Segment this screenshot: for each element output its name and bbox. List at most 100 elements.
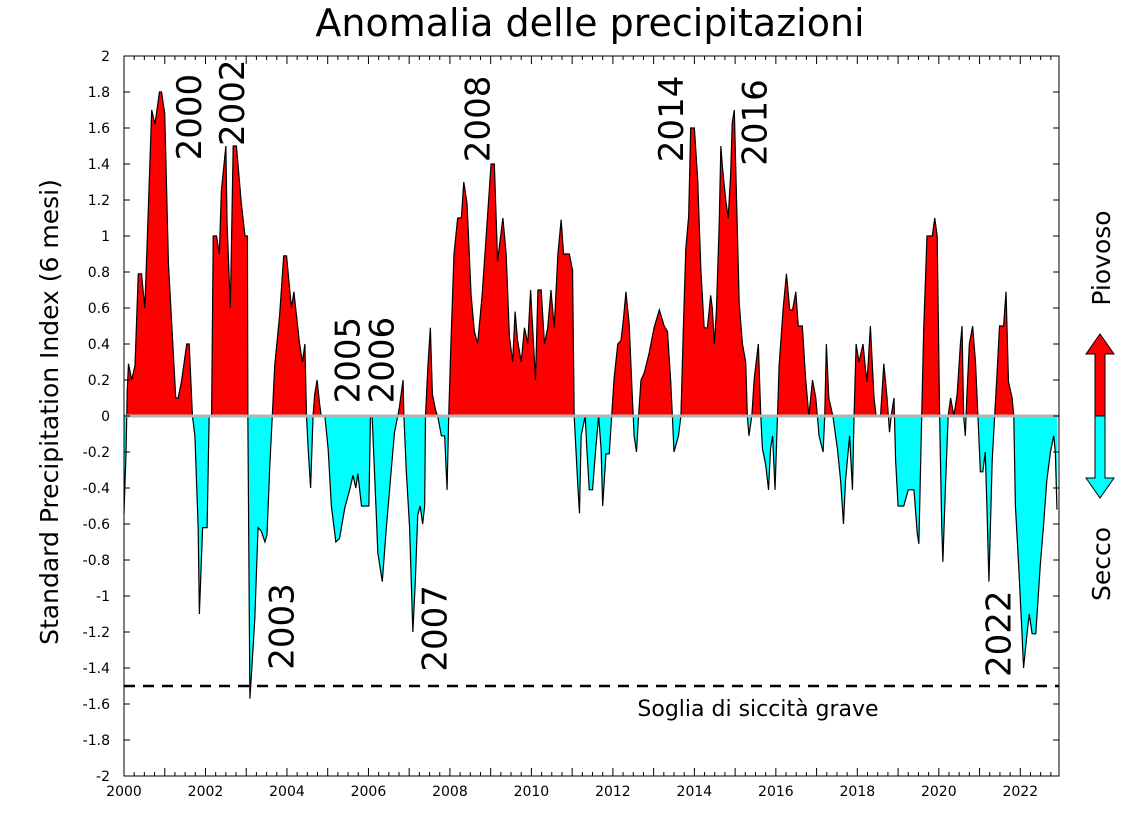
wet-area-segment: [283, 255, 287, 417]
year-annotation: 2008: [459, 76, 499, 163]
x-tick-label: 2022: [1002, 784, 1038, 800]
wet-area-segment: [175, 397, 179, 417]
year-annotation: 2005: [329, 317, 369, 404]
year-annotation: 2000: [170, 74, 210, 161]
plot-area: [123, 91, 1059, 699]
dry-area-segment: [1026, 415, 1030, 636]
x-tick-label: 2006: [351, 784, 387, 800]
y-tick-label: -1.2: [83, 625, 110, 641]
arrow-down-icon: [1085, 415, 1115, 499]
wet-area-segment: [466, 203, 472, 417]
year-annotation: 2003: [263, 583, 303, 670]
y-tick-label: 2: [101, 49, 110, 65]
y-tick-label: 0.4: [88, 337, 110, 353]
wet-area-segment: [186, 343, 190, 417]
dry-area-segment: [260, 415, 266, 543]
wet-area-segment: [663, 324, 668, 417]
y-tick-label: -0.2: [83, 445, 110, 461]
x-tick-label: 2018: [840, 784, 876, 800]
y-tick-label: 0.2: [88, 373, 110, 389]
wet-area-segment: [553, 253, 559, 417]
dry-area-segment: [818, 415, 824, 453]
wet-area-segment: [216, 235, 220, 417]
wet-area-segment: [497, 217, 504, 417]
dry-label: Secco: [1087, 527, 1116, 601]
wet-area-segment: [690, 127, 695, 417]
year-annotation: 2007: [415, 585, 455, 672]
wet-area-segment: [926, 235, 933, 417]
dry-area-segment: [257, 415, 262, 532]
wet-area-segment: [999, 325, 1004, 417]
y-tick-label: -1.6: [83, 697, 110, 713]
wet-area-segment: [789, 309, 793, 417]
x-tick-label: 2014: [677, 784, 713, 800]
dry-area-segment: [1023, 415, 1028, 669]
side-legend: Piovoso Secco: [1085, 210, 1116, 601]
wet-area-segment: [137, 273, 142, 417]
threshold-label: Soglia di siccità grave: [637, 697, 878, 722]
y-axis-label: Standard Precipitation Index (6 mesi): [35, 179, 64, 645]
dry-area-segment: [907, 415, 915, 491]
x-tick-label: 2002: [188, 784, 224, 800]
wet-area-segment: [154, 91, 160, 417]
wet-area-segment: [151, 109, 156, 417]
dry-area-segment: [673, 415, 679, 453]
dry-area-segment: [1031, 415, 1037, 635]
arrow-up-icon: [1085, 333, 1115, 417]
spi-line: [123, 91, 1058, 699]
year-annotation: 2016: [735, 79, 775, 166]
wet-area-segment: [490, 163, 495, 417]
wet-area-segment: [703, 327, 708, 417]
wet-area-segment: [274, 315, 280, 417]
x-tick-label: 2020: [921, 784, 957, 800]
y-tick-label: -0.6: [83, 517, 110, 533]
wet-area-segment: [146, 109, 153, 417]
x-tick-label: 2012: [595, 784, 631, 800]
x-tick-label: 2004: [269, 784, 305, 800]
dry-area-segment: [264, 415, 268, 543]
wet-area-segment: [731, 109, 735, 417]
wet-area-segment: [232, 145, 237, 417]
dry-area-segment: [335, 415, 340, 543]
year-annotation: 2002: [213, 59, 253, 146]
x-tick-label: 2000: [106, 784, 142, 800]
y-tick-label: 0.8: [88, 265, 110, 281]
y-tick-label: -0.8: [83, 553, 110, 569]
dry-area-segment: [361, 415, 370, 507]
wet-area-segment: [613, 343, 619, 417]
wet-label: Piovoso: [1087, 210, 1116, 305]
y-tick-label: -2: [96, 769, 110, 785]
wet-area-segment: [931, 217, 936, 417]
wet-area-segment: [161, 91, 166, 417]
wet-area-segment: [457, 217, 462, 417]
wet-area-segment: [463, 181, 468, 417]
y-tick-label: 1.6: [88, 121, 110, 137]
y-tick-label: 1.2: [88, 193, 110, 209]
dry-area-segment: [1028, 415, 1033, 634]
y-tick-label: 0.6: [88, 301, 110, 317]
x-tick-label: 2016: [758, 784, 794, 800]
year-annotation: 2014: [652, 76, 692, 163]
chart-title: Anomalia delle precipitazioni: [315, 1, 864, 45]
wet-area-segment: [563, 253, 570, 417]
y-tick-label: -1.4: [83, 661, 110, 677]
wet-area-segment: [212, 235, 217, 417]
wet-area-segment: [792, 291, 797, 417]
dry-area-segment: [605, 415, 610, 455]
dry-area-segment: [588, 415, 593, 491]
wet-area-segment: [753, 343, 759, 417]
y-tick-label: -1.8: [83, 733, 110, 749]
dry-area-segment: [441, 415, 445, 437]
wet-area-segment: [236, 145, 242, 417]
wet-area-segment: [725, 199, 729, 417]
y-tick-label: 1: [101, 229, 110, 245]
y-tick-label: -1: [96, 589, 110, 605]
wet-area-segment: [797, 325, 803, 417]
year-annotation: 2022: [980, 590, 1020, 677]
axes: 2 1.8 1.6 1.4 1.2 1 0.8 0.6 0.4 0.2 0 -0.2 -0.4 -0.6 -…: [83, 49, 1060, 800]
wet-area-segment: [291, 291, 295, 417]
dry-area-segment: [897, 415, 905, 507]
y-tick-label: 0: [101, 409, 110, 425]
